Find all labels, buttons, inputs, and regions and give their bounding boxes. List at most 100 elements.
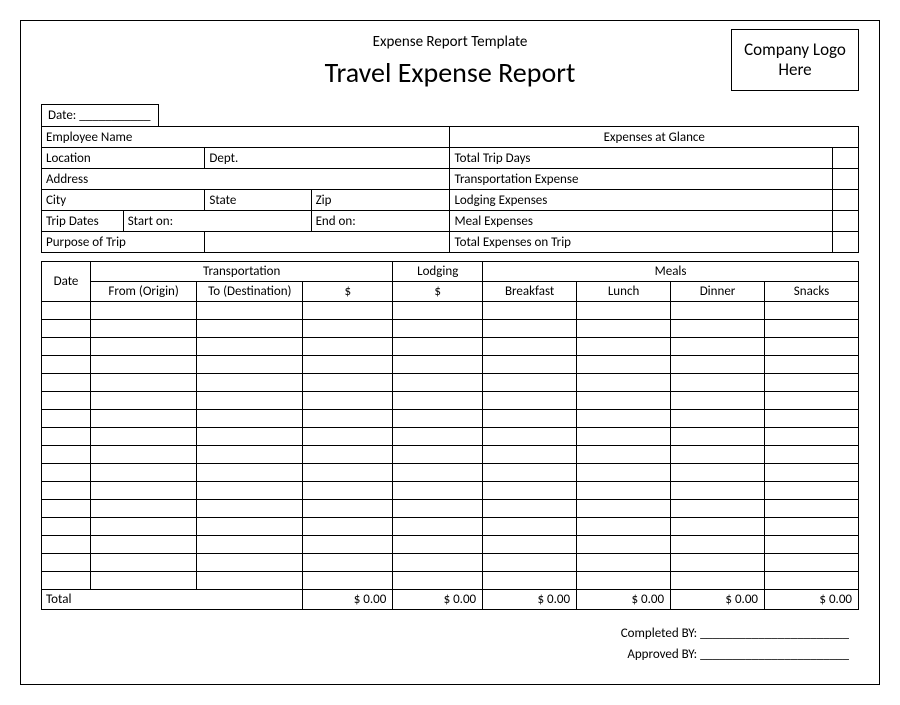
cell[interactable] bbox=[577, 464, 671, 482]
cell[interactable] bbox=[91, 302, 197, 320]
cell[interactable] bbox=[483, 554, 577, 572]
cell[interactable] bbox=[671, 482, 765, 500]
meal-expenses-value[interactable] bbox=[833, 211, 859, 232]
cell[interactable] bbox=[42, 518, 91, 536]
cell[interactable] bbox=[483, 338, 577, 356]
cell[interactable] bbox=[42, 374, 91, 392]
cell[interactable] bbox=[42, 392, 91, 410]
cell[interactable] bbox=[197, 392, 303, 410]
cell[interactable] bbox=[303, 392, 393, 410]
total-expenses-trip-value[interactable] bbox=[833, 232, 859, 253]
cell[interactable] bbox=[393, 464, 483, 482]
cell[interactable] bbox=[671, 464, 765, 482]
cell[interactable] bbox=[765, 482, 859, 500]
cell[interactable] bbox=[303, 302, 393, 320]
cell[interactable] bbox=[765, 320, 859, 338]
cell[interactable] bbox=[577, 572, 671, 590]
cell[interactable] bbox=[91, 554, 197, 572]
cell[interactable] bbox=[393, 536, 483, 554]
cell[interactable] bbox=[197, 320, 303, 338]
cell[interactable] bbox=[42, 320, 91, 338]
cell[interactable] bbox=[671, 302, 765, 320]
cell[interactable] bbox=[197, 338, 303, 356]
cell[interactable] bbox=[483, 374, 577, 392]
cell[interactable] bbox=[91, 320, 197, 338]
cell[interactable] bbox=[671, 392, 765, 410]
cell[interactable] bbox=[671, 320, 765, 338]
cell[interactable] bbox=[91, 518, 197, 536]
cell[interactable] bbox=[577, 518, 671, 536]
cell[interactable] bbox=[393, 428, 483, 446]
table-row[interactable] bbox=[42, 410, 859, 428]
cell[interactable] bbox=[303, 338, 393, 356]
cell[interactable] bbox=[483, 410, 577, 428]
cell[interactable] bbox=[42, 500, 91, 518]
cell[interactable] bbox=[197, 518, 303, 536]
approved-by[interactable]: Approved BY: _______________________ bbox=[41, 647, 849, 662]
cell[interactable] bbox=[765, 464, 859, 482]
cell[interactable] bbox=[577, 356, 671, 374]
cell[interactable] bbox=[42, 356, 91, 374]
lodging-expenses-value[interactable] bbox=[833, 190, 859, 211]
cell[interactable] bbox=[483, 500, 577, 518]
cell[interactable] bbox=[393, 374, 483, 392]
cell[interactable] bbox=[303, 500, 393, 518]
cell[interactable] bbox=[483, 518, 577, 536]
cell[interactable] bbox=[42, 554, 91, 572]
table-row[interactable] bbox=[42, 536, 859, 554]
cell[interactable] bbox=[393, 572, 483, 590]
table-row[interactable] bbox=[42, 446, 859, 464]
table-row[interactable] bbox=[42, 482, 859, 500]
cell[interactable] bbox=[577, 338, 671, 356]
cell[interactable] bbox=[42, 482, 91, 500]
cell[interactable] bbox=[671, 536, 765, 554]
cell[interactable] bbox=[765, 302, 859, 320]
table-row[interactable] bbox=[42, 392, 859, 410]
cell[interactable] bbox=[91, 428, 197, 446]
cell[interactable] bbox=[577, 554, 671, 572]
cell[interactable] bbox=[197, 500, 303, 518]
cell[interactable] bbox=[765, 572, 859, 590]
cell[interactable] bbox=[577, 392, 671, 410]
cell[interactable] bbox=[393, 320, 483, 338]
cell[interactable] bbox=[765, 428, 859, 446]
cell[interactable] bbox=[42, 428, 91, 446]
cell[interactable] bbox=[197, 482, 303, 500]
cell[interactable] bbox=[393, 500, 483, 518]
cell[interactable] bbox=[765, 500, 859, 518]
cell[interactable] bbox=[393, 554, 483, 572]
cell[interactable] bbox=[303, 482, 393, 500]
cell[interactable] bbox=[91, 572, 197, 590]
cell[interactable] bbox=[303, 320, 393, 338]
cell[interactable] bbox=[303, 428, 393, 446]
table-row[interactable] bbox=[42, 338, 859, 356]
cell[interactable] bbox=[197, 554, 303, 572]
cell[interactable] bbox=[577, 500, 671, 518]
cell[interactable] bbox=[303, 572, 393, 590]
table-row[interactable] bbox=[42, 374, 859, 392]
cell[interactable] bbox=[483, 572, 577, 590]
cell[interactable] bbox=[197, 374, 303, 392]
cell[interactable] bbox=[303, 554, 393, 572]
table-row[interactable] bbox=[42, 554, 859, 572]
cell[interactable] bbox=[303, 464, 393, 482]
cell[interactable] bbox=[42, 446, 91, 464]
cell[interactable] bbox=[197, 410, 303, 428]
cell[interactable] bbox=[393, 302, 483, 320]
date-field[interactable]: Date: ___________ bbox=[41, 104, 159, 127]
cell[interactable] bbox=[577, 374, 671, 392]
cell[interactable] bbox=[765, 356, 859, 374]
cell[interactable] bbox=[197, 464, 303, 482]
cell[interactable] bbox=[303, 536, 393, 554]
cell[interactable] bbox=[483, 320, 577, 338]
cell[interactable] bbox=[577, 320, 671, 338]
purpose-value[interactable] bbox=[205, 232, 450, 253]
cell[interactable] bbox=[577, 410, 671, 428]
cell[interactable] bbox=[197, 356, 303, 374]
cell[interactable] bbox=[393, 482, 483, 500]
cell[interactable] bbox=[303, 356, 393, 374]
cell[interactable] bbox=[671, 446, 765, 464]
table-row[interactable] bbox=[42, 320, 859, 338]
cell[interactable] bbox=[303, 410, 393, 428]
cell[interactable] bbox=[42, 464, 91, 482]
